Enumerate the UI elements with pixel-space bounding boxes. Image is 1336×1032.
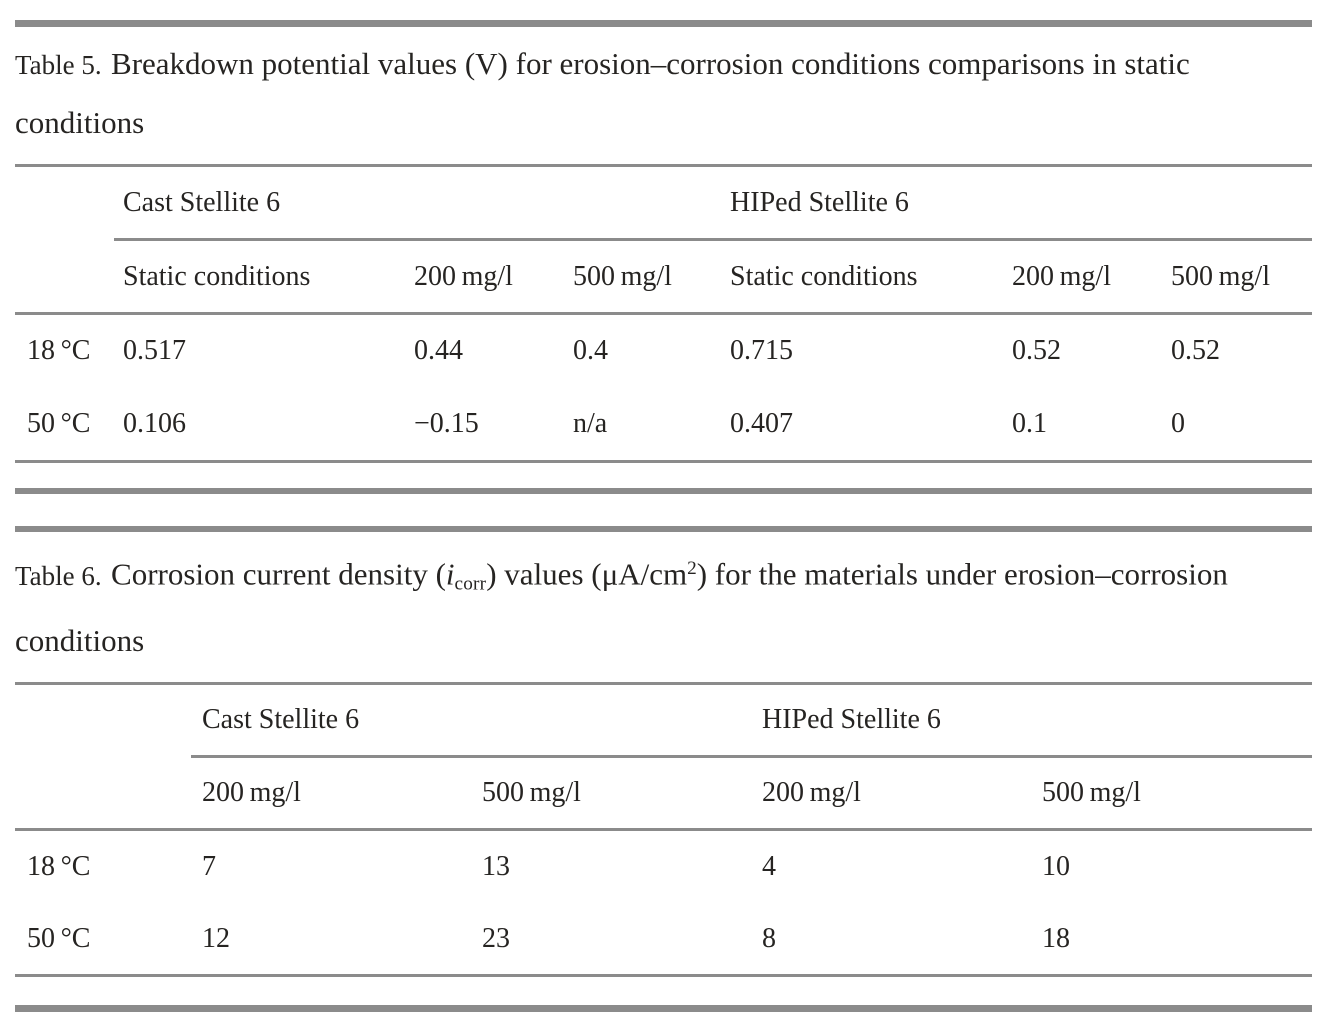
table5-cell: 0.1 bbox=[1012, 407, 1048, 439]
table5-cell: 0.44 bbox=[414, 335, 463, 367]
article-table-excerpt: Table 5. Breakdown potential values (V) f… bbox=[15, 0, 1313, 1013]
table5-cell: 0.106 bbox=[123, 407, 186, 439]
table6-row-label-18c: 18 °C bbox=[27, 851, 91, 883]
table6-cell: 8 bbox=[762, 922, 777, 954]
table-5: Cast Stellite 6 HIPed Stellite 6 Static … bbox=[15, 164, 1313, 463]
table6-cell: 18 bbox=[1042, 922, 1071, 954]
table6-caption-part3: ) for the materials under erosion–corros… bbox=[15, 556, 1228, 659]
table5-group-header-hiped: HIPed Stellite 6 bbox=[721, 165, 1313, 241]
table5-row-50c: 50 °C 0.106 −0.15 n/a 0.407 0.1 0 bbox=[15, 388, 1312, 462]
table6-caption-italic-i: i bbox=[445, 556, 455, 592]
table6-cell: 12 bbox=[202, 922, 230, 954]
table6-subheader-200-hiped: 200 mg/l bbox=[751, 756, 1032, 832]
table6-subheader-500-cast: 500 mg/l bbox=[471, 756, 752, 832]
table5-cell: 0.52 bbox=[1012, 335, 1062, 367]
table5-cell: 0.52 bbox=[1171, 335, 1221, 367]
table6-group-header-row: Cast Stellite 6 HIPed Stellite 6 bbox=[15, 683, 1313, 759]
table5-corner-cell bbox=[15, 166, 114, 240]
table6-bottom-thick-rule bbox=[15, 1005, 1312, 1013]
table6-group-header-cast: Cast Stellite 6 bbox=[191, 683, 752, 759]
table6-cell: 7 bbox=[202, 851, 216, 883]
table6-caption-part2: ) values (μA/cm bbox=[486, 556, 688, 592]
table5-row-label-50c: 50 °C bbox=[27, 407, 91, 439]
table5-caption-text: Breakdown potential values (V) for erosi… bbox=[15, 46, 1190, 140]
table6-caption-subscript-corr: corr bbox=[454, 573, 487, 595]
table6-caption: Table 6. Corrosion current density (icorr… bbox=[15, 540, 1312, 669]
table5-cell: 0.715 bbox=[730, 335, 794, 367]
table5-group-header-row: Cast Stellite 6 HIPed Stellite 6 bbox=[15, 165, 1313, 241]
table6-row-50c: 50 °C 12 23 8 18 bbox=[15, 903, 1312, 976]
table6-subheader-row: 200 mg/l 500 mg/l 200 mg/l 500 mg/l bbox=[15, 756, 1313, 832]
table5-caption: Table 5. Breakdown potential values (V) f… bbox=[15, 35, 1312, 151]
table5-cell: 0.4 bbox=[573, 335, 608, 367]
table6-cell: 4 bbox=[762, 851, 777, 883]
table6-corner-cell bbox=[15, 684, 191, 757]
table5-cell: 0.517 bbox=[123, 335, 186, 367]
table5-subheader-500-cast: 500 mg/l bbox=[564, 239, 722, 315]
table5-subheader-static-hiped: Static conditions bbox=[721, 239, 1004, 315]
table5-subheader-empty bbox=[15, 239, 114, 315]
table5-subheader-500-hiped: 500 mg/l bbox=[1162, 239, 1313, 315]
table6-group-header-hiped: HIPed Stellite 6 bbox=[751, 683, 1313, 759]
table5-cell: −0.15 bbox=[414, 407, 479, 439]
table-6: Cast Stellite 6 HIPed Stellite 6 200 mg/… bbox=[15, 682, 1313, 978]
top-thick-rule bbox=[15, 20, 1312, 27]
table5-caption-label: Table 5. bbox=[15, 50, 102, 80]
table6-cell: 23 bbox=[482, 922, 510, 954]
table6-subheader-500-hiped: 500 mg/l bbox=[1031, 756, 1313, 832]
table6-row-18c: 18 °C 7 13 4 10 bbox=[15, 830, 1312, 903]
table5-subheader-row: Static conditions 200 mg/l 500 mg/l Stat… bbox=[15, 239, 1313, 315]
table6-top-thick-rule bbox=[15, 526, 1312, 532]
table5-bottom-thick-rule bbox=[15, 488, 1312, 494]
table6-caption-part1: Corrosion current density ( bbox=[111, 556, 446, 592]
table5-cell: n/a bbox=[573, 407, 608, 439]
table6-caption-label: Table 6. bbox=[15, 560, 102, 591]
table6-row-label-50c: 50 °C bbox=[27, 922, 91, 954]
table5-subheader-200-cast: 200 mg/l bbox=[405, 239, 564, 315]
table5-cell: 0 bbox=[1171, 407, 1186, 439]
table6-cell: 10 bbox=[1042, 851, 1071, 883]
table5-subheader-static-cast: Static conditions bbox=[114, 239, 405, 315]
table5-row-label-18c: 18 °C bbox=[27, 335, 91, 367]
table5-row-18c: 18 °C 0.517 0.44 0.4 0.715 0.52 0.52 bbox=[15, 314, 1312, 388]
table6-caption-superscript-2: 2 bbox=[687, 558, 697, 579]
table6-subheader-200-cast: 200 mg/l bbox=[191, 756, 471, 832]
table5-cell: 0.407 bbox=[730, 407, 794, 439]
table6-subheader-empty bbox=[15, 756, 191, 832]
table5-group-header-cast: Cast Stellite 6 bbox=[114, 165, 722, 241]
table6-cell: 13 bbox=[482, 851, 510, 883]
table5-subheader-200-hiped: 200 mg/l bbox=[1003, 239, 1163, 315]
